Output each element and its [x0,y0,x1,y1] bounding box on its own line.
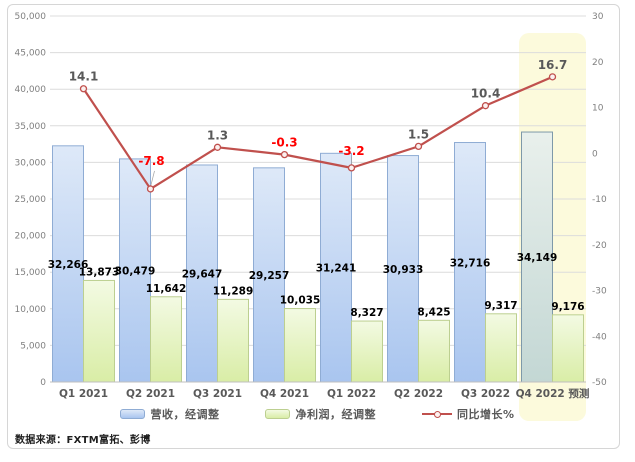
growth-marker [280,150,289,159]
growth-marker [146,185,155,193]
revenue-bar [454,142,486,383]
legend-label-profit: 净利润，经调整 [295,408,376,421]
legend-item-growth: 同比增长% [421,406,515,422]
left-axis-tick-label: 40,000 [15,85,47,95]
revenue-bar-label: 32,716 [450,257,491,269]
profit-bar-label: 11,642 [146,283,187,295]
legend-label-growth: 同比增长% [456,408,515,421]
chart-legend: 营收，经调整 净利润，经调整 同比增长% [0,406,635,422]
revenue-bar [186,164,218,383]
profit-bar-label: 8,327 [350,307,383,319]
left-axis-tick-label: 10,000 [15,305,47,315]
profit-swatch-icon [265,409,291,419]
growth-point-label: 1.5 [408,127,429,141]
revenue-bar-label: 32,266 [48,259,89,271]
right-axis-tick-label: 0 [592,149,598,159]
right-axis-tick-label: -30 [592,287,607,297]
growth-marker [481,102,490,110]
left-axis-tick-label: 35,000 [15,122,47,132]
profit-bar [351,320,383,383]
growth-marker [548,73,557,81]
x-axis-category-label: Q1 2021 [59,388,108,400]
x-axis-category-label: Q3 2021 [193,388,242,400]
left-axis-tick-label: 50,000 [15,12,47,22]
legend-item-profit: 净利润，经调整 [265,406,376,422]
right-axis-tick-label: -40 [592,332,607,342]
growth-point-label: 1.3 [207,128,228,142]
x-axis-category-label: Q4 2021 [260,388,309,400]
left-axis-tick-label: 0 [40,378,46,388]
growth-point-label: 10.4 [471,87,501,101]
revenue-bar-label: 30,933 [383,264,424,276]
growth-point-label: 14.1 [69,70,99,84]
left-axis-tick-label: 20,000 [15,232,47,242]
growth-line [82,75,553,191]
revenue-bar-label: 30,479 [115,265,156,277]
growth-marker [79,85,88,93]
profit-bar [485,313,517,383]
growth-marker [213,143,222,151]
revenue-bar-label: 31,241 [316,263,357,275]
profit-bar [217,298,249,383]
revenue-bar-label: 29,647 [182,268,223,280]
x-axis-category-label: Q4 2022 预测 [516,387,590,400]
right-axis-tick-label: -20 [592,241,607,251]
revenue-bar [387,155,419,383]
profit-bar-label: 10,035 [280,295,321,307]
growth-marker [414,142,423,151]
profit-bar-label: 9,317 [484,300,517,312]
revenue-bar-label: 34,149 [517,252,558,264]
revenue-swatch-icon [120,409,146,419]
profit-bar [552,314,584,383]
legend-item-revenue: 营收，经调整 [120,406,219,422]
profit-bar-label: 11,289 [213,285,254,297]
growth-line-swatch-icon [421,410,452,418]
growth-marker [347,164,356,172]
growth-point-label: -0.3 [271,136,297,150]
profit-bar [150,296,182,383]
profit-bar-label: 8,425 [417,306,450,318]
revenue-bar [52,145,84,383]
label-leader-line [150,170,155,186]
growth-point-label: 16.7 [538,58,568,72]
growth-point-label: -7.8 [138,154,164,168]
profit-bar [83,279,115,383]
right-axis-tick-label: -50 [592,378,607,388]
x-axis-category-label: Q2 2021 [126,388,175,400]
x-axis-category-label: Q1 2022 [327,388,376,400]
revenue-bar-label: 29,257 [249,270,290,282]
right-axis-tick-label: -10 [592,195,607,205]
growth-point-label: -3.2 [338,144,364,158]
data-source-note: 数据来源：FXTM富拓、彭博 [15,435,151,446]
profit-bar-label: 9,176 [551,301,584,313]
right-axis-tick-label: 20 [592,58,604,68]
left-axis-tick-label: 15,000 [15,268,47,278]
revenue-bar [521,131,553,383]
left-axis-tick-label: 45,000 [15,49,47,59]
x-axis-category-label: Q3 2022 [461,388,510,400]
left-axis-tick-label: 30,000 [15,158,47,168]
profit-bar [418,319,450,383]
profit-bar-label: 13,873 [79,266,120,278]
right-axis-tick-label: 10 [592,104,604,114]
right-axis-tick-label: 30 [592,12,604,22]
legend-label-revenue: 营收，经调整 [150,408,220,421]
left-axis-tick-label: 25,000 [15,195,47,205]
x-axis-category-label: Q2 2022 [394,388,443,400]
left-axis-tick-label: 5,000 [20,341,46,351]
profit-bar [284,308,316,383]
revenue-bar [119,158,151,383]
revenue-bar [253,167,285,383]
revenue-bar [320,152,352,383]
